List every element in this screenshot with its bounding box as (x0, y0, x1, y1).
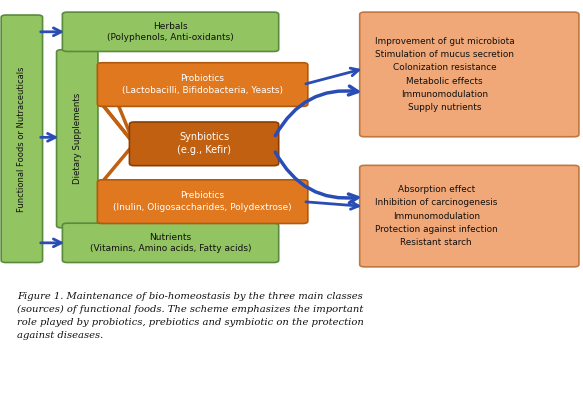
Text: Herbals
(Polyphenols, Anti-oxidants): Herbals (Polyphenols, Anti-oxidants) (107, 21, 234, 42)
Text: Nutrients
(Vitamins, Amino acids, Fatty acids): Nutrients (Vitamins, Amino acids, Fatty … (90, 233, 251, 253)
FancyBboxPatch shape (62, 223, 279, 263)
FancyBboxPatch shape (97, 63, 308, 107)
FancyBboxPatch shape (57, 50, 98, 228)
FancyBboxPatch shape (97, 180, 308, 223)
FancyBboxPatch shape (1, 15, 43, 263)
Text: Absorption effect
Inhibition of carcinogenesis
Immunomodulation
Protection again: Absorption effect Inhibition of carcinog… (375, 185, 498, 247)
FancyBboxPatch shape (360, 12, 579, 137)
Text: Probiotics
(Lactobacilli, Bifidobacteria, Yeasts): Probiotics (Lactobacilli, Bifidobacteria… (122, 74, 283, 95)
Text: Improvement of gut microbiota
Stimulation of mucus secretion
Colonization resist: Improvement of gut microbiota Stimulatio… (375, 37, 514, 112)
Text: Synbiotics
(e.g., Kefir): Synbiotics (e.g., Kefir) (177, 133, 231, 155)
Text: Dietary Supplements: Dietary Supplements (73, 93, 82, 184)
Text: Functional Foods or Nutraceuticals: Functional Foods or Nutraceuticals (17, 66, 26, 211)
Text: Prebiotics
(Inulin, Oligosaccharides, Polydextrose): Prebiotics (Inulin, Oligosaccharides, Po… (113, 191, 292, 212)
Text: Figure 1. Maintenance of bio-homeostasis by the three main classes
(sources) of : Figure 1. Maintenance of bio-homeostasis… (17, 292, 364, 340)
FancyBboxPatch shape (360, 165, 579, 267)
FancyBboxPatch shape (129, 122, 279, 166)
FancyBboxPatch shape (62, 12, 279, 52)
